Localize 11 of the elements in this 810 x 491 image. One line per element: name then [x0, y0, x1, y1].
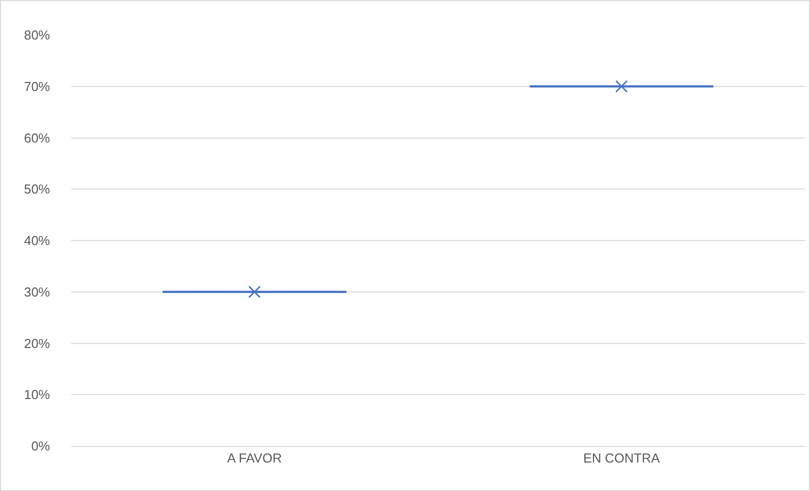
- y-tick-label: 0%: [31, 438, 50, 454]
- y-tick-label: 80%: [24, 28, 50, 43]
- y-tick-label: 10%: [24, 387, 50, 402]
- x-tick-label: A FAVOR: [227, 450, 282, 466]
- y-tick-label: 20%: [24, 336, 50, 351]
- y-tick-label: 40%: [24, 233, 50, 248]
- y-tick-label: 70%: [24, 78, 50, 94]
- x-tick-label: EN CONTRA: [583, 450, 660, 466]
- y-tick-label: 50%: [24, 182, 50, 197]
- y-tick-label: 60%: [24, 130, 50, 146]
- y-tick-label: 30%: [24, 284, 50, 300]
